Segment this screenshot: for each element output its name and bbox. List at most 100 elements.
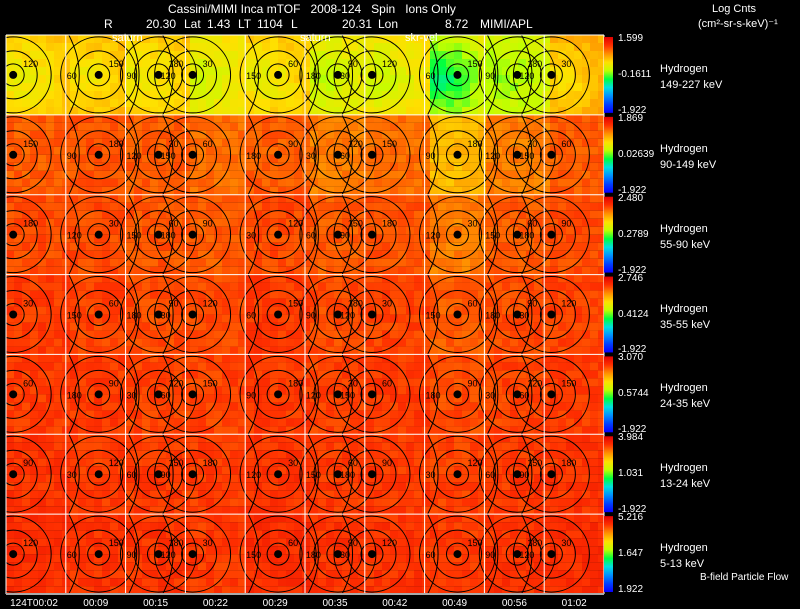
heat-cell	[342, 138, 350, 147]
heat-cell	[158, 442, 166, 451]
contour-label: 180	[340, 470, 355, 480]
heat-cell	[70, 346, 78, 355]
heat-cell	[566, 170, 574, 179]
contour-arc	[341, 114, 354, 195]
heat-cell	[542, 170, 550, 179]
heat-cell	[174, 162, 182, 171]
heat-cell	[366, 466, 374, 475]
heat-cell	[286, 394, 294, 403]
heat-cell	[406, 346, 414, 355]
heat-cell	[534, 226, 542, 235]
heat-cell	[246, 402, 254, 411]
heat-cell	[270, 218, 278, 227]
heat-cell	[286, 290, 294, 299]
heat-cell	[206, 506, 214, 515]
heat-cell	[222, 458, 230, 467]
heat-cell	[566, 114, 574, 123]
heat-cell	[518, 482, 526, 491]
heat-cell	[134, 370, 142, 379]
heat-cell	[190, 242, 198, 251]
heat-cell	[310, 506, 318, 515]
heat-cell	[526, 83, 534, 91]
heat-cell	[598, 434, 604, 443]
heat-cell	[430, 258, 438, 267]
heat-cell	[494, 138, 502, 147]
heat-cell	[334, 354, 342, 363]
heat-cell	[494, 458, 502, 467]
heat-cell	[446, 210, 454, 219]
heat-cell	[38, 386, 46, 395]
heat-cell	[502, 402, 510, 411]
heat-cell	[110, 410, 118, 419]
heat-cell	[382, 122, 390, 131]
heat-cell	[318, 354, 326, 363]
heat-cell	[86, 178, 94, 187]
heat-cell	[574, 99, 582, 107]
heat-cell	[518, 442, 526, 451]
heat-cell	[294, 258, 302, 267]
heat-cell	[518, 218, 526, 227]
heat-cell	[14, 170, 22, 179]
lon-label: Lon	[378, 17, 399, 31]
heat-cell	[590, 506, 598, 515]
heat-cell	[182, 202, 190, 211]
heat-cell	[198, 242, 206, 251]
heat-cell	[390, 258, 398, 267]
heat-cell	[374, 210, 382, 219]
heat-cell	[230, 402, 238, 411]
heat-cell	[318, 99, 326, 107]
heat-cell	[326, 83, 334, 91]
heat-cell	[358, 99, 366, 107]
heat-cell	[70, 83, 78, 91]
heat-cell	[334, 474, 342, 483]
heat-cell	[374, 51, 382, 59]
heat-cell	[190, 394, 198, 403]
heat-cell	[302, 186, 310, 195]
heat-cell	[238, 186, 246, 195]
contour-label: 30	[288, 458, 298, 468]
heat-cell	[110, 290, 118, 299]
heat-cell	[86, 490, 94, 499]
heat-cell	[438, 218, 446, 227]
heat-cell	[78, 490, 86, 499]
heat-cell	[262, 218, 270, 227]
heat-cell	[270, 426, 278, 435]
heat-cell	[318, 83, 326, 91]
l-label: L	[291, 17, 298, 31]
heat-cell	[470, 266, 478, 275]
heat-cell	[502, 154, 510, 163]
heat-cell	[86, 43, 94, 51]
heat-cell	[278, 306, 286, 315]
heat-cell	[14, 474, 22, 483]
heat-cell	[94, 330, 102, 339]
heat-cell	[430, 434, 438, 443]
heat-cell	[518, 250, 526, 259]
flow-dot	[367, 470, 376, 479]
heat-cell	[462, 474, 470, 483]
heat-cell	[526, 75, 534, 83]
heat-cell	[158, 210, 166, 219]
heat-cell	[294, 194, 302, 203]
heat-cell	[30, 314, 38, 323]
contour-arc	[486, 114, 499, 195]
heat-cell	[262, 490, 270, 499]
heat-cell	[598, 346, 604, 355]
contour-label: 120	[519, 71, 534, 81]
heat-cell	[182, 114, 190, 123]
heat-cell	[334, 59, 342, 67]
heat-cell	[206, 474, 214, 483]
flow-dot	[9, 70, 18, 79]
heat-cell	[398, 178, 406, 187]
heat-cell	[422, 506, 430, 515]
heat-cell	[486, 162, 494, 171]
heat-cell	[78, 386, 86, 395]
heat-cell	[390, 386, 398, 395]
heat-cell	[174, 426, 182, 435]
heat-cell	[22, 242, 30, 251]
heat-cell	[446, 35, 454, 43]
heat-cell	[534, 362, 542, 371]
heat-cell	[102, 186, 110, 195]
heat-cell	[182, 130, 190, 139]
heat-cell	[462, 466, 470, 475]
contour-ring	[432, 290, 482, 339]
